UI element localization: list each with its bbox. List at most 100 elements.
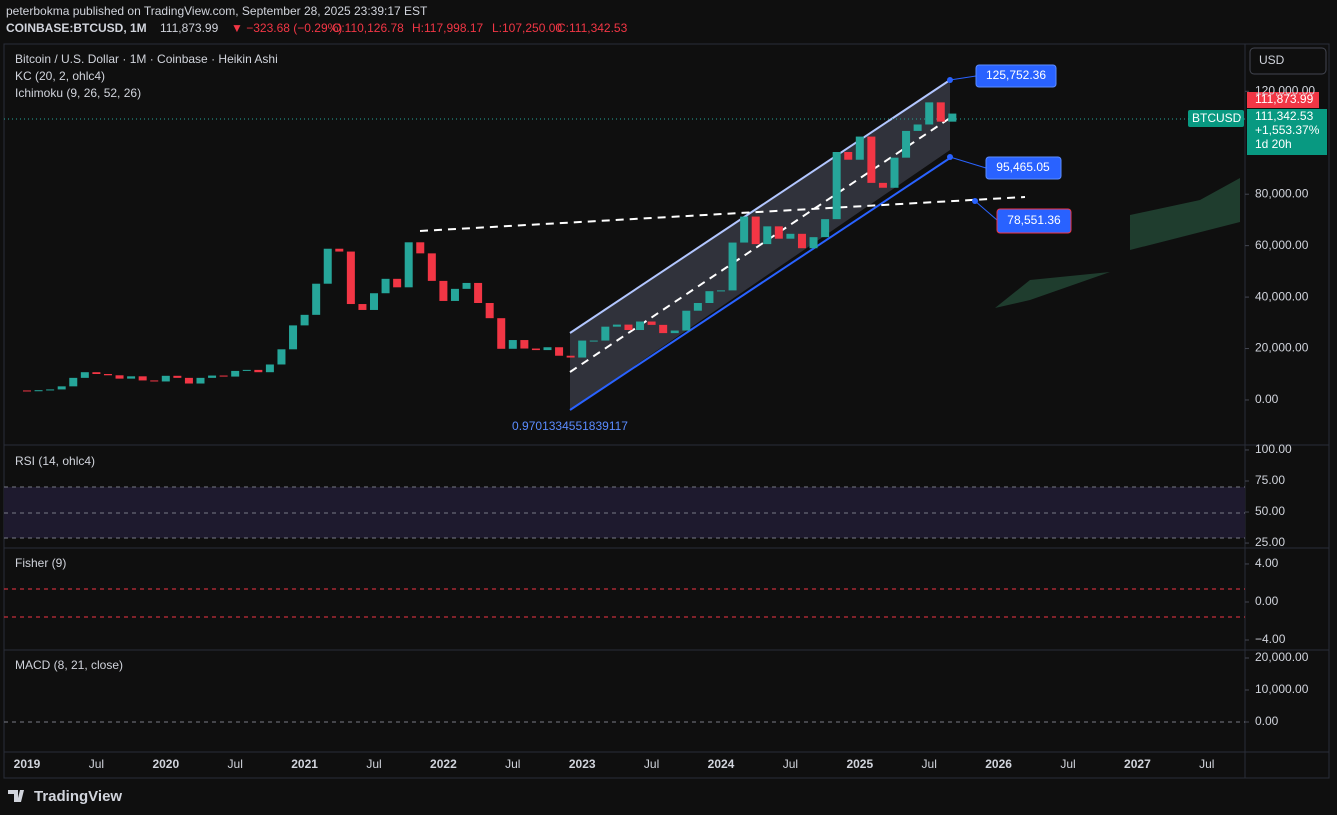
candle xyxy=(381,278,390,294)
candle xyxy=(485,303,494,319)
candle xyxy=(936,102,945,122)
candle xyxy=(601,326,610,341)
candle xyxy=(312,283,321,315)
legend-entry: KC (20, 2, ohlc4) xyxy=(15,69,105,83)
brand: TradingView xyxy=(34,788,122,805)
candle xyxy=(393,278,402,288)
candle xyxy=(751,216,760,245)
x-tick-label: Jul xyxy=(644,757,659,771)
candle xyxy=(427,253,436,281)
candle xyxy=(161,375,170,382)
candle xyxy=(497,318,506,349)
trend-line xyxy=(419,196,1026,232)
candle xyxy=(404,242,413,288)
candle xyxy=(57,386,66,390)
candle xyxy=(277,349,286,365)
annotation: 78,551.36 xyxy=(1007,213,1061,227)
callout-line xyxy=(974,200,998,221)
candle xyxy=(763,226,772,245)
x-tick-label: 2022 xyxy=(430,757,457,771)
x-tick-label: 2020 xyxy=(152,757,179,771)
high: H:117,998.17 xyxy=(412,21,483,35)
y-tick-label: 40,000.00 xyxy=(1255,289,1309,303)
x-tick-label: 2025 xyxy=(846,757,873,771)
close: C:111,342.53 xyxy=(557,21,628,35)
candle xyxy=(231,370,240,377)
candle xyxy=(115,375,124,379)
candle xyxy=(69,377,78,387)
y-tick-label: 0.00 xyxy=(1255,392,1279,406)
x-tick-label: Jul xyxy=(228,757,243,771)
candle xyxy=(809,237,818,249)
close-tag-text: 111,342.53 xyxy=(1255,109,1314,123)
candle xyxy=(531,348,540,351)
candle xyxy=(208,375,217,378)
y-tick-label: 100.00 xyxy=(1255,442,1292,456)
candle xyxy=(867,136,876,183)
brand-logo xyxy=(8,790,24,802)
annotation: 95,465.05 xyxy=(996,160,1050,174)
candle xyxy=(46,389,55,391)
callout-line xyxy=(949,75,977,81)
countdown: 1d 20h xyxy=(1255,137,1292,151)
candle xyxy=(520,340,529,349)
candle xyxy=(821,219,830,238)
currency-button[interactable] xyxy=(1249,47,1327,75)
callout-line xyxy=(949,156,987,169)
y-tick-label: 20,000.00 xyxy=(1255,341,1309,355)
candle xyxy=(612,324,621,327)
candle xyxy=(624,324,633,331)
y-tick-label: 80,000.00 xyxy=(1255,186,1309,200)
candle xyxy=(728,242,737,291)
y-tick-label: 4.00 xyxy=(1255,556,1279,570)
symbol-tag-text: BTCUSD xyxy=(1192,111,1242,125)
candle xyxy=(23,390,31,392)
candle xyxy=(462,282,471,289)
candle xyxy=(508,340,517,349)
candle xyxy=(138,376,147,381)
candle xyxy=(589,340,598,342)
candle xyxy=(555,347,564,356)
candle xyxy=(774,226,783,239)
x-tick-label: Jul xyxy=(922,757,937,771)
channel-mid xyxy=(569,117,951,373)
pane-title: Fisher (9) xyxy=(15,556,66,570)
candle xyxy=(902,130,911,158)
candle xyxy=(103,374,112,376)
currency[interactable]: USD xyxy=(1259,53,1285,67)
candle xyxy=(358,304,367,310)
candle xyxy=(832,152,841,220)
x-tick-label: 2019 xyxy=(14,757,41,771)
candle xyxy=(682,310,691,331)
candle xyxy=(890,157,899,188)
callout-box xyxy=(975,64,1057,88)
x-tick-label: 2024 xyxy=(708,757,735,771)
x-tick-label: Jul xyxy=(1060,757,1075,771)
ichimoku-cloud xyxy=(995,178,1240,308)
candle xyxy=(705,291,714,304)
annotation: 125,752.36 xyxy=(986,68,1046,82)
x-tick-label: Jul xyxy=(366,757,381,771)
symbol: COINBASE:BTCUSD, 1M xyxy=(6,21,147,35)
price-tag xyxy=(1247,92,1319,108)
candle xyxy=(92,372,101,375)
candle xyxy=(878,182,887,188)
x-tick-label: Jul xyxy=(505,757,520,771)
y-tick-label: 120,000.00 xyxy=(1255,83,1315,97)
y-tick-label: 20,000.00 xyxy=(1255,650,1309,664)
candle xyxy=(717,290,725,292)
candle xyxy=(844,152,853,160)
y-tick-label: 0.00 xyxy=(1255,594,1279,608)
channel-lower xyxy=(569,157,951,411)
pane-title: RSI (14, ohlc4) xyxy=(15,454,95,468)
close-tag xyxy=(1247,109,1327,155)
candle xyxy=(289,325,298,350)
y-tick-label: 25.00 xyxy=(1255,535,1285,549)
x-tick-label: 2023 xyxy=(569,757,596,771)
change: ▼ −323.68 (−0.29%) xyxy=(231,21,342,35)
candle xyxy=(543,347,552,351)
low: L:107,250.00 xyxy=(492,21,562,35)
open: O:110,126.78 xyxy=(332,21,404,35)
y-tick-label: 50.00 xyxy=(1255,504,1285,518)
